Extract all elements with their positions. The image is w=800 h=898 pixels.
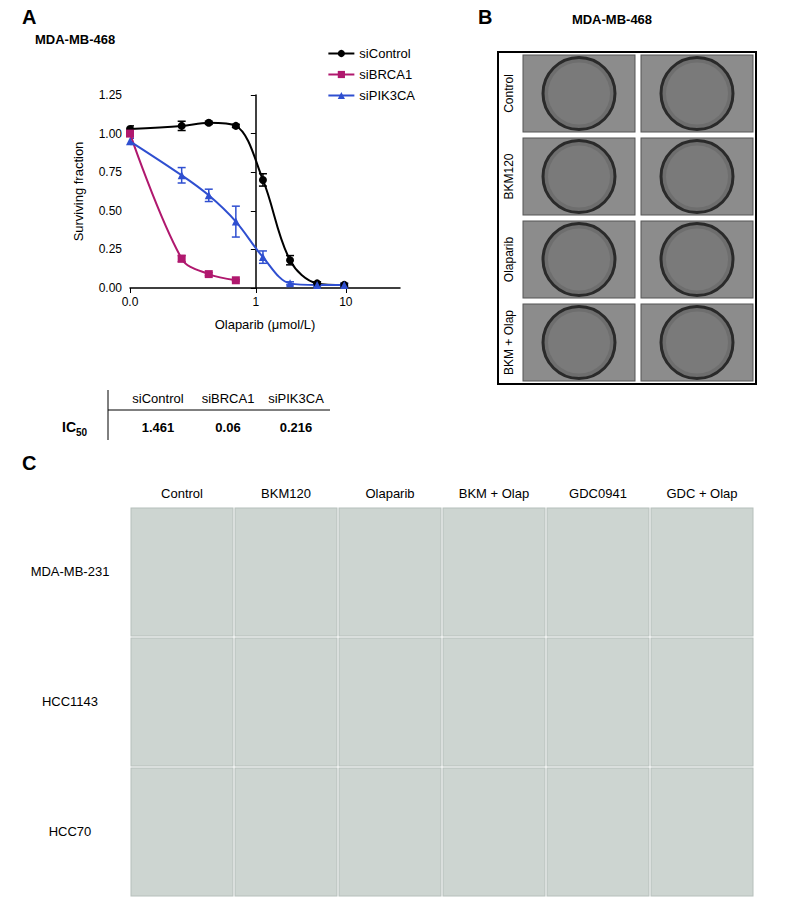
svg-text:Olaparib: Olaparib — [502, 236, 516, 282]
svg-text:0.216: 0.216 — [280, 420, 313, 435]
svg-text:siBRCA1: siBRCA1 — [359, 67, 412, 82]
svg-text:siPIK3CA: siPIK3CA — [268, 391, 324, 406]
svg-text:MDA-MB-231: MDA-MB-231 — [31, 564, 110, 579]
svg-text:BKM + Olap: BKM + Olap — [502, 310, 516, 375]
svg-text:HCC1143: HCC1143 — [42, 694, 98, 709]
svg-text:Surviving fraction: Surviving fraction — [71, 142, 86, 242]
svg-text:0.25: 0.25 — [99, 242, 123, 256]
svg-text:MDA-MB-468: MDA-MB-468 — [572, 12, 652, 27]
svg-text:1.00: 1.00 — [99, 127, 123, 141]
svg-text:Olaparib (μmol/L): Olaparib (μmol/L) — [215, 317, 316, 332]
svg-text:1: 1 — [252, 295, 259, 309]
svg-text:BKM + Olap: BKM + Olap — [459, 486, 529, 501]
svg-text:1.461: 1.461 — [142, 420, 175, 435]
svg-text:B: B — [478, 6, 492, 28]
svg-text:siBRCA1: siBRCA1 — [202, 391, 255, 406]
svg-text:Olaparib: Olaparib — [365, 486, 414, 501]
svg-text:Control: Control — [502, 74, 516, 113]
svg-text:C: C — [22, 452, 36, 474]
svg-text:siControl: siControl — [132, 391, 183, 406]
svg-text:HCC70: HCC70 — [49, 824, 92, 839]
svg-text:0.50: 0.50 — [99, 204, 123, 218]
svg-text:A: A — [22, 6, 36, 28]
svg-text:siControl: siControl — [359, 46, 410, 61]
svg-text:0.0: 0.0 — [122, 295, 139, 309]
svg-text:BKM120: BKM120 — [261, 486, 311, 501]
svg-text:IC50: IC50 — [62, 419, 88, 438]
svg-text:0.75: 0.75 — [99, 165, 123, 179]
svg-text:1.25: 1.25 — [99, 88, 123, 102]
svg-text:GDC + Olap: GDC + Olap — [666, 486, 737, 501]
svg-text:0.00: 0.00 — [99, 281, 123, 295]
svg-text:GDC0941: GDC0941 — [569, 486, 627, 501]
svg-text:BKM120: BKM120 — [502, 153, 516, 199]
svg-text:10: 10 — [339, 295, 353, 309]
svg-text:0.06: 0.06 — [215, 420, 240, 435]
svg-text:MDA-MB-468: MDA-MB-468 — [35, 32, 115, 47]
svg-text:Control: Control — [161, 486, 203, 501]
svg-text:siPIK3CA: siPIK3CA — [359, 88, 415, 103]
